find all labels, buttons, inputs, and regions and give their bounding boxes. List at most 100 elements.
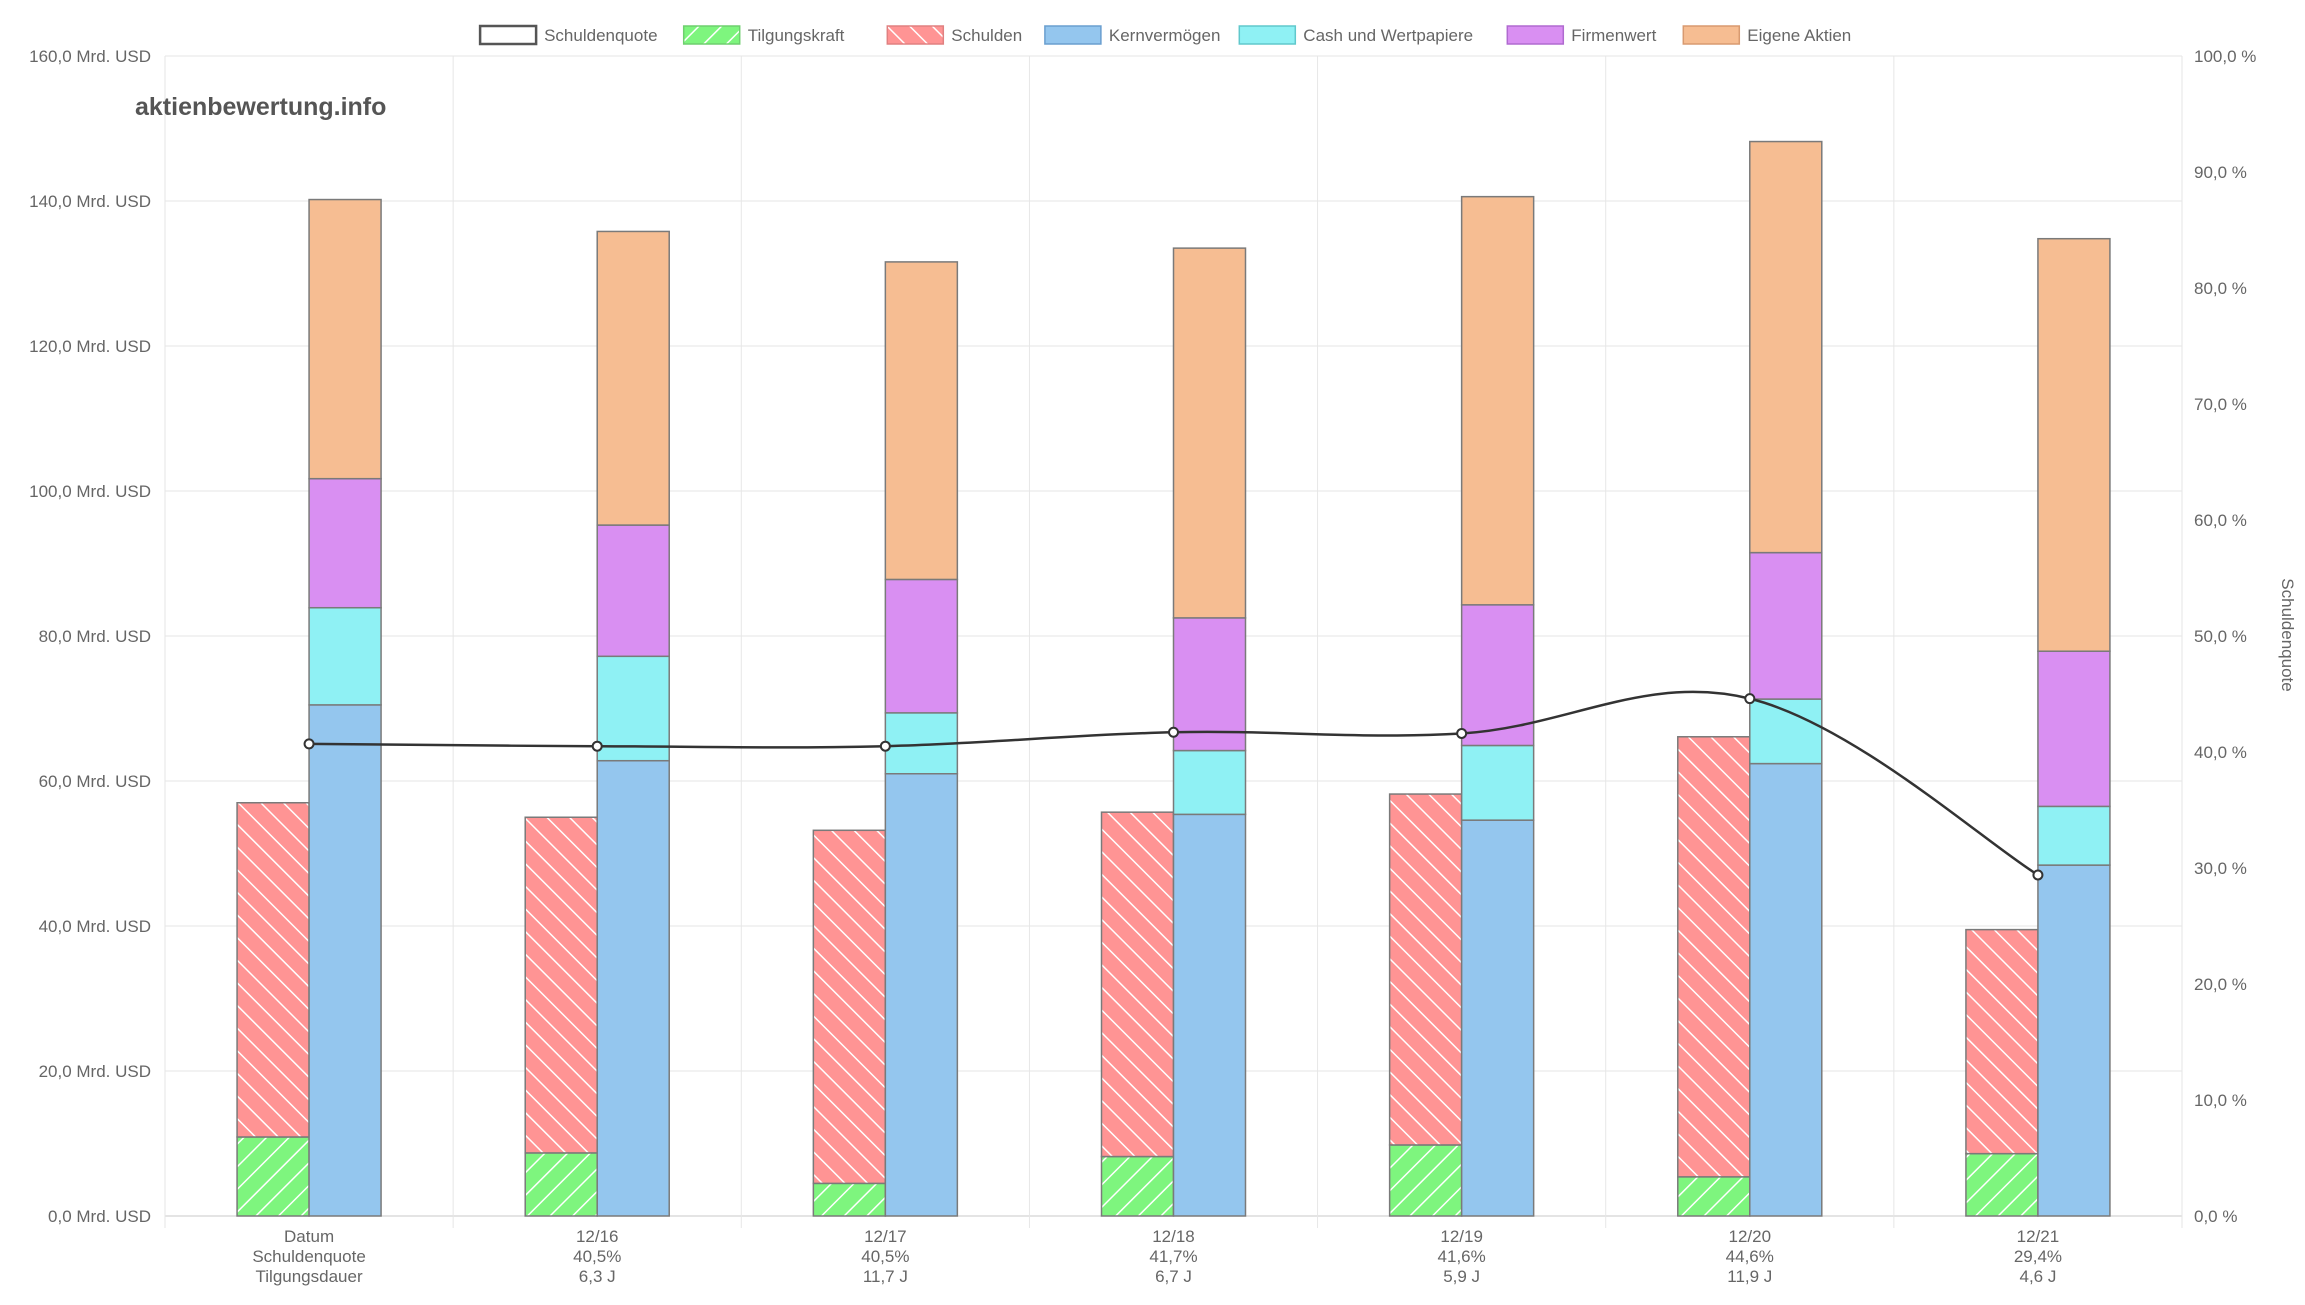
bar-eigene-aktien bbox=[1749, 140, 1823, 554]
y-left-tick-label: 100,0 Mrd. USD bbox=[29, 482, 151, 501]
bar-tilgungskraft bbox=[524, 1152, 598, 1217]
bar-eigene-aktien bbox=[1460, 195, 1535, 606]
bar-kernvermögen bbox=[1749, 762, 1823, 1217]
y-right-tick-label: 10,0 % bbox=[2194, 1091, 2247, 1110]
bar-eigene-aktien bbox=[596, 230, 670, 526]
y-left-tick-label: 120,0 Mrd. USD bbox=[29, 337, 151, 356]
schuldenquote-point bbox=[591, 740, 603, 752]
y-right-tick-label: 70,0 % bbox=[2194, 395, 2247, 414]
x-tick-label: 12/16 bbox=[576, 1227, 619, 1246]
schuldenquote-point bbox=[2032, 869, 2044, 881]
x-tick-label: 12/17 bbox=[864, 1227, 907, 1246]
bar-tilgungskraft bbox=[1100, 1155, 1175, 1217]
line-series bbox=[303, 690, 2044, 881]
legend-label: Schulden bbox=[951, 26, 1022, 45]
bar-tilgungskraft bbox=[812, 1182, 887, 1217]
schuldenquote-point bbox=[1744, 693, 1756, 705]
axes: 0,0 Mrd. USD 20,0 Mrd. USD 40,0 Mrd. USD 60… bbox=[29, 47, 2256, 1286]
bar-schulden bbox=[236, 802, 310, 1138]
bar-firmenwert bbox=[1172, 617, 1247, 752]
legend-swatch bbox=[1044, 25, 1102, 45]
legend-item[interactable]: Cash und Wertpapiere bbox=[1238, 25, 1473, 45]
bar-schulden bbox=[1677, 736, 1751, 1178]
schuldenquote-point bbox=[303, 738, 315, 750]
y-right-tick-label: 60,0 % bbox=[2194, 511, 2247, 530]
legend-label: Firmenwert bbox=[1571, 26, 1656, 45]
schuldenquote-point bbox=[879, 740, 891, 752]
y-right-tick-label: 50,0 % bbox=[2194, 627, 2247, 646]
bar-schulden bbox=[812, 829, 887, 1185]
y-right-tick-label: 0,0 % bbox=[2194, 1207, 2237, 1226]
x-tick-tilgungsdauer: 6,3 J bbox=[579, 1267, 616, 1286]
x-tick-label: 12/19 bbox=[1440, 1227, 1483, 1246]
bar-cash-und-wertpapiere bbox=[2037, 805, 2111, 866]
legend-item[interactable]: Eigene Aktien bbox=[1682, 25, 1851, 45]
x-tick-schuldenquote: Schuldenquote bbox=[252, 1247, 365, 1266]
legend-item[interactable]: Firmenwert bbox=[1506, 25, 1657, 45]
bar-kernvermögen bbox=[884, 773, 959, 1217]
bar-cash-und-wertpapiere bbox=[308, 606, 382, 706]
bar-kernvermögen bbox=[1172, 813, 1247, 1217]
bar-firmenwert bbox=[884, 578, 959, 714]
bar-schulden bbox=[1965, 928, 2039, 1155]
legend-item[interactable]: Tilgungskraft bbox=[682, 25, 845, 45]
legend-label: Eigene Aktien bbox=[1747, 26, 1851, 45]
legend-item[interactable]: Schulden bbox=[886, 25, 1022, 45]
legend-label: Schuldenquote bbox=[544, 26, 657, 45]
legend-swatch bbox=[1506, 25, 1565, 45]
y-left-tick-label: 20,0 Mrd. USD bbox=[39, 1062, 151, 1081]
legend-label: Tilgungskraft bbox=[748, 26, 845, 45]
legend-swatch bbox=[886, 25, 945, 45]
x-tick-label: 12/18 bbox=[1152, 1227, 1195, 1246]
legend-item[interactable]: Schuldenquote bbox=[478, 24, 658, 46]
legend-swatch bbox=[478, 24, 538, 46]
bar-firmenwert bbox=[1749, 551, 1823, 700]
x-tick-tilgungsdauer: Tilgungsdauer bbox=[256, 1267, 363, 1286]
y-right-tick-label: 40,0 % bbox=[2194, 743, 2247, 762]
bar-firmenwert bbox=[2037, 650, 2111, 808]
bar-schulden bbox=[1388, 793, 1463, 1146]
bar-eigene-aktien bbox=[884, 261, 959, 581]
y-right-tick-label: 100,0 % bbox=[2194, 47, 2256, 66]
bar-cash-und-wertpapiere bbox=[1749, 698, 1823, 765]
bar-firmenwert bbox=[308, 477, 382, 609]
x-tick-schuldenquote: 41,6% bbox=[1438, 1247, 1486, 1266]
bar-eigene-aktien bbox=[1172, 247, 1247, 619]
legend-label: Cash und Wertpapiere bbox=[1303, 26, 1473, 45]
bar-eigene-aktien bbox=[2037, 237, 2111, 652]
x-tick-tilgungsdauer: 5,9 J bbox=[1443, 1267, 1480, 1286]
legend-swatch bbox=[1682, 25, 1741, 45]
bar-kernvermögen bbox=[1460, 819, 1535, 1217]
x-tick-label: 12/20 bbox=[1729, 1227, 1772, 1246]
bar-cash-und-wertpapiere bbox=[1172, 749, 1247, 816]
bar-schulden bbox=[1100, 811, 1175, 1158]
y-left-tick-label: 80,0 Mrd. USD bbox=[39, 627, 151, 646]
y-left-tick-label: 40,0 Mrd. USD bbox=[39, 917, 151, 936]
x-tick-schuldenquote: 40,5% bbox=[861, 1247, 909, 1266]
bar-tilgungskraft bbox=[1965, 1152, 2039, 1217]
legend[interactable]: Schuldenquote Tilgungskraft Schulden Kernve… bbox=[478, 24, 1851, 46]
x-tick-tilgungsdauer: 11,9 J bbox=[1727, 1267, 1772, 1286]
x-tick-schuldenquote: 41,7% bbox=[1149, 1247, 1197, 1266]
y-right-tick-label: 90,0 % bbox=[2194, 163, 2247, 182]
legend-label: Kernvermögen bbox=[1109, 26, 1221, 45]
y-left-tick-label: 60,0 Mrd. USD bbox=[39, 772, 151, 791]
x-tick-schuldenquote: 40,5% bbox=[573, 1247, 621, 1266]
x-tick-schuldenquote: 29,4% bbox=[2014, 1247, 2062, 1266]
y-right-tick-label: 80,0 % bbox=[2194, 279, 2247, 298]
bar-schulden bbox=[524, 816, 598, 1154]
bar-tilgungskraft bbox=[236, 1136, 310, 1217]
bar-series bbox=[236, 140, 2111, 1217]
bar-cash-und-wertpapiere bbox=[1460, 744, 1535, 821]
bar-firmenwert bbox=[1460, 604, 1535, 747]
bar-kernvermögen bbox=[596, 759, 670, 1217]
y-left-tick-label: 0,0 Mrd. USD bbox=[48, 1207, 151, 1226]
schuldenquote-point bbox=[1168, 726, 1179, 738]
legend-item[interactable]: Kernvermögen bbox=[1044, 25, 1221, 45]
x-tick-label: 12/21 bbox=[2017, 1227, 2060, 1246]
x-tick-schuldenquote: 44,6% bbox=[1726, 1247, 1774, 1266]
bar-firmenwert bbox=[596, 524, 670, 658]
y-left-tick-label: 160,0 Mrd. USD bbox=[29, 47, 151, 66]
